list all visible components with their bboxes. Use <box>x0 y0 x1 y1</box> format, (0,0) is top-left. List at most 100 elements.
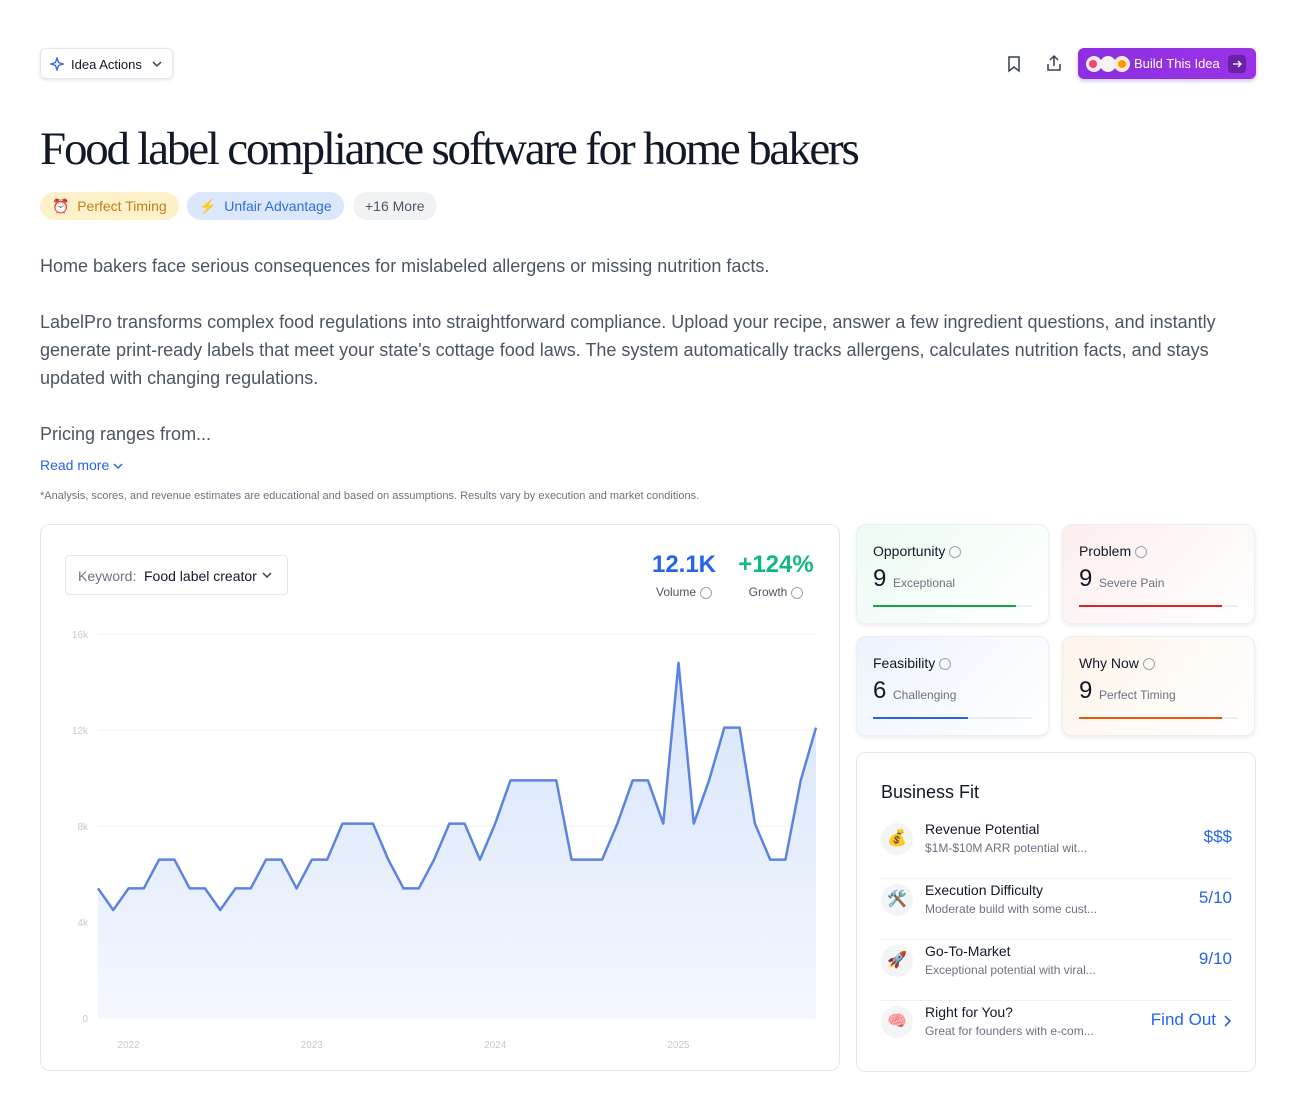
row-icon: 💰 <box>881 823 913 855</box>
score-value: 9 <box>873 565 887 592</box>
x-tick-label: 2023 <box>301 1040 324 1051</box>
row-detail: $1M-$10M ARR potential wit... <box>925 841 1088 855</box>
chart-card: Keyword: Food label creator 12.1K Volume… <box>40 524 840 1071</box>
card-title: Business Fit <box>881 782 980 802</box>
stat: +124% Growth <box>731 551 821 599</box>
score-track <box>1079 605 1238 607</box>
x-tick-label: 2022 <box>117 1040 140 1051</box>
row-value: 5/10 <box>1198 888 1232 907</box>
score-name-text: Opportunity <box>873 543 946 559</box>
score-bar <box>1079 717 1223 719</box>
score-value: 6 <box>873 677 887 704</box>
disclaimer: *Analysis, scores, and revenue estimates… <box>40 490 700 502</box>
score-level: Perfect Timing <box>1099 688 1176 702</box>
score-bar <box>873 605 1017 607</box>
score-level: Exceptional <box>893 576 956 590</box>
row-icon: 🛠️ <box>881 884 913 916</box>
row-value: $$$ <box>1203 827 1232 846</box>
tag[interactable]: ⏰ Perfect Timing <box>40 192 179 220</box>
button-label: Build This Idea <box>1134 56 1220 71</box>
tag[interactable]: ⚡ Unfair Advantage <box>187 192 344 220</box>
score-bar <box>873 717 969 719</box>
y-tick-label: 0 <box>82 1014 88 1025</box>
score-name-text: Feasibility <box>873 655 936 671</box>
line <box>96 661 818 912</box>
row-detail: Moderate build with some cust... <box>925 902 1098 916</box>
score-track <box>873 717 1032 719</box>
tag-label: Perfect Timing <box>77 198 167 214</box>
score-name: Why Now <box>1079 655 1155 671</box>
stat-value: 12.1K <box>651 551 717 578</box>
chevron <box>1224 1015 1232 1027</box>
stat: 12.1K Volume <box>644 551 724 599</box>
stat-label: Growth <box>731 585 821 599</box>
tag-label: Unfair Advantage <box>224 198 332 214</box>
y-tick-label: 4k <box>77 918 89 929</box>
idea-actions-button[interactable]: Idea Actions <box>40 48 173 79</box>
tag-icon: ⏰ <box>52 198 70 214</box>
tag-icon: ⚡ <box>199 198 217 214</box>
fit-row[interactable]: 🛠️ Execution Difficulty Moderate build w… <box>881 878 1232 940</box>
paragraph: Home bakers face serious consequences fo… <box>40 256 770 276</box>
score-value: 9 <box>1079 677 1093 704</box>
score-level: Challenging <box>893 688 957 702</box>
score-card[interactable]: Problem 9 Severe Pain <box>1062 524 1255 624</box>
tag-label: +16 More <box>365 198 425 214</box>
paragraph: LabelPro transforms complex food regulat… <box>40 312 1216 388</box>
bookmark-button[interactable] <box>1005 55 1023 73</box>
paragraph: Pricing ranges from... <box>40 424 212 444</box>
y-tick-label: 12k <box>72 726 89 737</box>
score-card[interactable]: Opportunity 9 Exceptional <box>856 524 1049 624</box>
score-track <box>873 605 1032 607</box>
select-value: Food label creator <box>144 568 257 584</box>
business-fit-card: Business Fit 💰 Revenue Potential $1M-$10… <box>856 752 1256 1072</box>
score-name-text: Problem <box>1079 543 1132 559</box>
score-track <box>1079 717 1238 719</box>
fit-row[interactable]: 🚀 Go-To-Market Exceptional potential wit… <box>881 939 1232 1001</box>
keyword-select[interactable]: Keyword: Food label creator <box>65 555 288 595</box>
row-title: Revenue Potential <box>925 821 1040 837</box>
row-value: 9/10 <box>1198 949 1232 968</box>
chevron <box>113 463 123 470</box>
area <box>98 662 816 1018</box>
stat-value: +124% <box>738 551 814 578</box>
page-title: Food label compliance software for home … <box>40 123 860 175</box>
row-value: Find Out <box>1150 1010 1216 1029</box>
score-name: Problem <box>1079 543 1148 559</box>
row-detail: Great for founders with e-com... <box>925 1024 1094 1038</box>
score-value: 9 <box>1079 565 1093 592</box>
stat-label: Volume <box>644 585 724 599</box>
line-chart: 0 4k 8k 12k 16k 2022 2023 2024 2025 <box>72 630 818 1051</box>
x-tick-label: 2025 <box>667 1040 690 1051</box>
avatars <box>1086 56 1130 72</box>
score-name: Feasibility <box>873 655 952 671</box>
score-card[interactable]: Feasibility 6 Challenging <box>856 636 1049 736</box>
build-button[interactable]: Build This Idea <box>1078 48 1256 79</box>
row-icon: 🚀 <box>881 945 913 977</box>
button-label: Idea Actions <box>71 57 142 72</box>
share-button[interactable] <box>1045 54 1063 72</box>
tag[interactable]: +16 More <box>353 192 437 220</box>
score-level: Severe Pain <box>1099 576 1165 590</box>
score-name: Opportunity <box>873 543 962 559</box>
y-tick-label: 16k <box>72 630 89 641</box>
chevron <box>152 61 162 68</box>
score-name-text: Why Now <box>1079 655 1139 671</box>
x-tick-label: 2024 <box>484 1040 507 1051</box>
y-tick-label: 8k <box>77 822 89 833</box>
sparkle-icon <box>50 57 64 71</box>
fit-row[interactable]: 💰 Revenue Potential $1M-$10M ARR potenti… <box>881 817 1232 879</box>
score-card[interactable]: Why Now 9 Perfect Timing <box>1062 636 1255 736</box>
row-icon: 🧠 <box>881 1006 913 1038</box>
row-title: Go-To-Market <box>925 943 1011 959</box>
fit-row[interactable]: 🧠 Right for You? Great for founders with… <box>881 1000 1232 1061</box>
chevron <box>262 572 272 579</box>
link-text: Read more <box>40 457 110 473</box>
row-detail: Exceptional potential with viral... <box>925 963 1096 977</box>
score-bar <box>1079 605 1223 607</box>
read-more-link[interactable]: Read more <box>40 457 123 473</box>
arrow-icon <box>1228 55 1246 73</box>
stat-label-text: Volume <box>655 585 697 599</box>
select-label: Keyword: <box>78 568 137 584</box>
